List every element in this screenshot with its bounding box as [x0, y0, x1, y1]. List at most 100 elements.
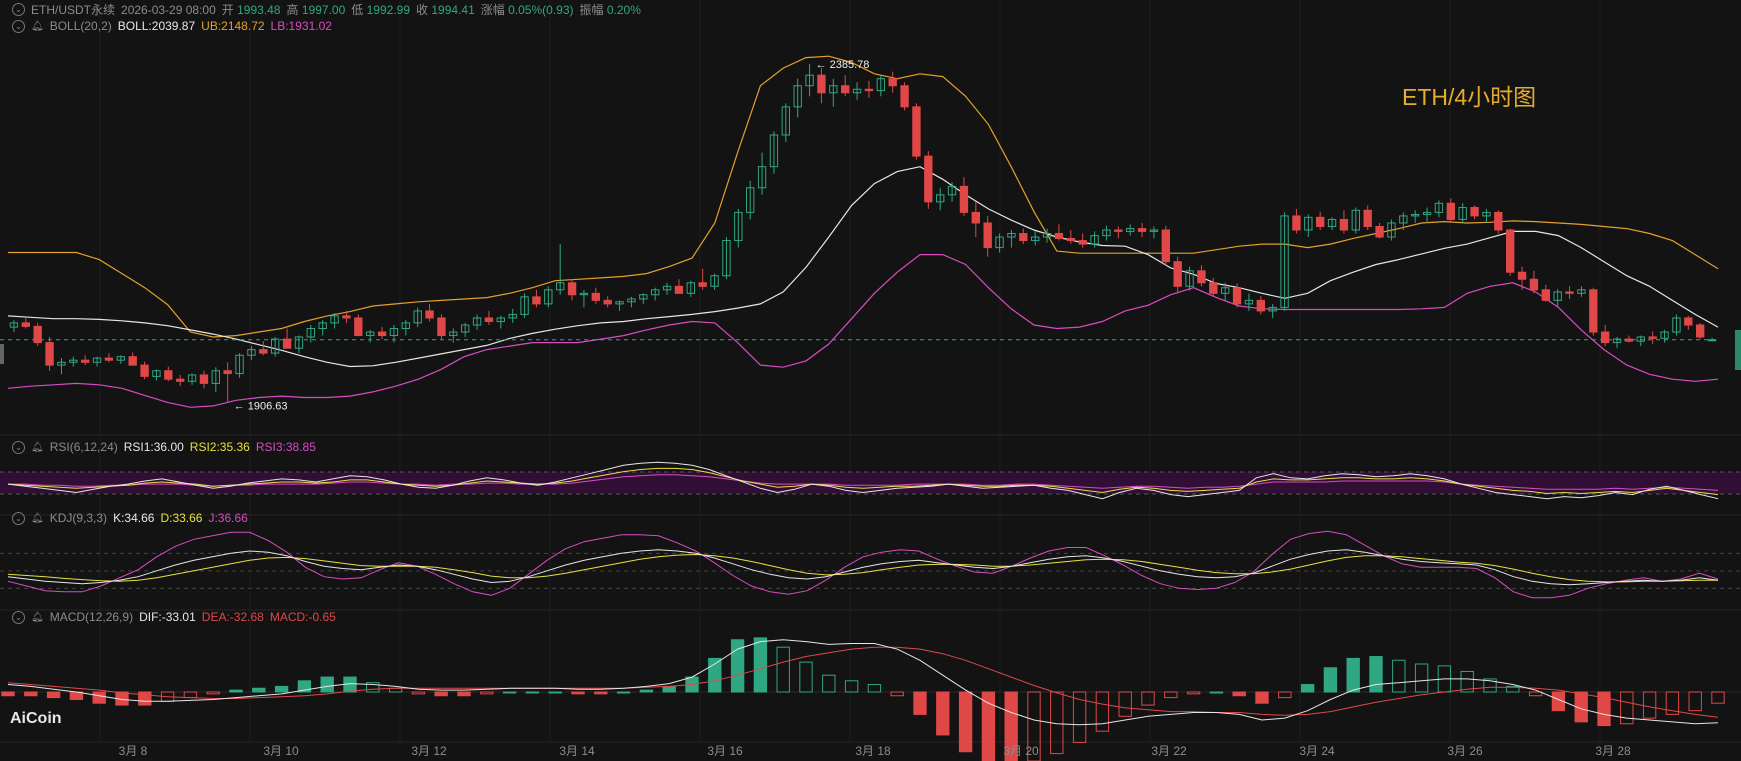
- candle-body: [1161, 229, 1170, 263]
- macd-histogram-bar: [366, 682, 380, 693]
- boll-label[interactable]: BOLL(20,2): [49, 19, 112, 33]
- candle-body: [33, 325, 42, 344]
- macd-histogram-bar: [548, 691, 562, 694]
- macd-histogram-bar: [1072, 691, 1087, 743]
- candle-body: [21, 322, 30, 327]
- candle-body: [651, 289, 660, 296]
- close-label: 收: [416, 3, 429, 17]
- low-label: 低: [351, 3, 364, 17]
- candle-body: [1078, 240, 1087, 245]
- bell-icon[interactable]: 🔔︎: [31, 441, 44, 453]
- candle-body: [45, 342, 54, 366]
- candle-body: [461, 324, 470, 333]
- candle-body: [389, 328, 399, 337]
- candle-body: [128, 356, 137, 366]
- candle-body: [1399, 215, 1408, 224]
- candle-body: [1458, 206, 1467, 220]
- collapse-icon[interactable]: ⌄: [12, 3, 25, 16]
- macd-histogram-bar: [890, 691, 904, 697]
- x-axis-tick-label: 3月 20: [1003, 744, 1039, 758]
- collapse-icon[interactable]: ⌄: [12, 19, 25, 33]
- rsi2-line: [7, 467, 1719, 496]
- macd-histogram-bar: [1186, 691, 1201, 695]
- macd-histogram-bar: [1369, 656, 1383, 693]
- kdj-j-value: J:36.66: [208, 511, 248, 525]
- bell-icon[interactable]: 🔔︎: [31, 512, 44, 524]
- candle-body: [9, 322, 19, 328]
- low-value: 1992.99: [366, 3, 411, 17]
- macd-header: ⌄ 🔔︎ MACD(12,26,9) DIF:-33.01 DEA:-32.68…: [12, 610, 336, 624]
- candle-body: [366, 331, 375, 337]
- candle-body: [1149, 229, 1159, 232]
- candle-body: [413, 310, 422, 324]
- macd-histogram-bar: [753, 637, 768, 693]
- boll-mid-line: [7, 166, 1719, 368]
- high-value: 1997.00: [301, 3, 346, 17]
- macd-histogram-bar: [1414, 663, 1429, 693]
- candle-body: [627, 298, 636, 303]
- kdj-label[interactable]: KDJ(9,3,3): [49, 511, 108, 525]
- amplitude-label: 振幅: [579, 3, 604, 17]
- candle-body: [425, 310, 434, 319]
- candle-body: [1304, 216, 1313, 231]
- macd-histogram-bar: [1506, 685, 1520, 693]
- candle-body: [781, 106, 790, 136]
- min-price-annotation: ← 1906.63: [234, 401, 288, 413]
- candle-body: [1114, 229, 1123, 232]
- bell-icon[interactable]: 🔔︎: [31, 20, 44, 32]
- candle-body: [639, 294, 648, 300]
- candle-body: [1126, 228, 1135, 232]
- rsi-header: ⌄ 🔔︎ RSI(6,12,24) RSI1:36.00 RSI2:35.36 …: [12, 440, 316, 454]
- macd-histogram-bar: [252, 687, 266, 693]
- candle-body: [615, 301, 624, 305]
- collapse-icon[interactable]: ⌄: [12, 511, 25, 525]
- candle-body: [1268, 306, 1277, 312]
- rsi-label[interactable]: RSI(6,12,24): [49, 440, 118, 454]
- candle-body: [306, 328, 315, 338]
- logo-text: AiCoin: [10, 710, 62, 727]
- bell-icon[interactable]: 🔔︎: [31, 611, 44, 623]
- candle-body: [1292, 215, 1301, 231]
- candle-body: [1577, 289, 1586, 294]
- candle-body: [496, 317, 505, 322]
- candle-body: [912, 106, 921, 157]
- macd-histogram-bar: [297, 680, 312, 693]
- macd-histogram-bar: [1004, 691, 1018, 761]
- macd-label[interactable]: MACD(12,26,9): [49, 610, 134, 624]
- macd-histogram-bar: [1620, 691, 1634, 725]
- change-label: 涨幅: [480, 3, 505, 17]
- panel-toggle-handle[interactable]: [0, 344, 4, 364]
- rsi3-value: RSI3:38.85: [255, 440, 316, 454]
- candle-body: [1007, 233, 1016, 238]
- candle-body: [532, 296, 541, 305]
- max-price-annotation: ← 2385.78: [816, 59, 870, 71]
- candle-body: [1232, 287, 1242, 305]
- candle-body: [1707, 339, 1717, 342]
- macd-histogram-bar: [1255, 691, 1269, 704]
- candle-body: [544, 289, 553, 305]
- candle-body: [829, 85, 838, 94]
- macd-histogram-bar: [594, 691, 608, 695]
- candle-body: [1517, 271, 1527, 280]
- candle-body: [686, 282, 695, 294]
- candle-body: [377, 331, 387, 337]
- x-axis-tick-label: 3月 26: [1447, 744, 1483, 758]
- macd-histogram-bar: [434, 691, 448, 697]
- collapse-icon[interactable]: ⌄: [12, 440, 25, 454]
- candle-body: [1137, 228, 1147, 232]
- candle-body: [1470, 206, 1479, 217]
- x-axis-tick-label: 3月 16: [707, 744, 743, 758]
- boll-mid-value: BOLL:2039.87: [117, 19, 196, 33]
- candle-body: [1244, 299, 1254, 305]
- candle-body: [164, 370, 173, 380]
- collapse-icon[interactable]: ⌄: [12, 610, 25, 624]
- macd-histogram-bar: [981, 691, 996, 761]
- candle-body: [1221, 287, 1230, 294]
- candle-body: [223, 370, 232, 375]
- macd-histogram-bar: [229, 689, 243, 693]
- candle-body: [995, 236, 1004, 249]
- macd-histogram-bar: [616, 691, 631, 694]
- kdj-d-value: D:33.66: [160, 511, 203, 525]
- close-value: 1994.41: [431, 3, 475, 17]
